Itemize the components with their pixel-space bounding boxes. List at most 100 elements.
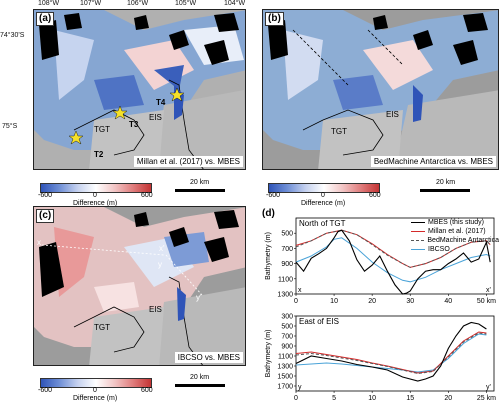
map-panel-a: (a) TGT EIS T2 T3 T4 Millan et al. (2017… <box>33 9 246 170</box>
map-panel-b: (b) TGT EIS BedMachine Antarctica vs. MB… <box>262 9 499 170</box>
y-tick-label: 700 <box>281 246 293 253</box>
legend-label: IBCSO <box>428 246 450 253</box>
legend-item: Millan et al. (2017) <box>411 227 499 236</box>
y-tick-label: 500 <box>281 231 293 238</box>
colorbar-tick: 600 <box>369 192 381 199</box>
colorbar-tick: -600 <box>266 192 281 199</box>
y-tick-label: 1100 <box>278 276 293 283</box>
colorbar-title: Difference (m) <box>73 395 118 402</box>
colorbar-c <box>40 378 152 388</box>
legend-label: MBES (this study) <box>428 219 485 226</box>
y-tick-label: 1100 <box>278 354 293 361</box>
lon-label: 104°W <box>224 0 246 7</box>
map-b-graphic <box>263 10 498 169</box>
profile-start-label: x <box>298 287 302 294</box>
scalebar-label: 20 km <box>436 179 456 186</box>
colorbar-tick: 0 <box>321 192 325 199</box>
panel-caption: IBCSO vs. MBES <box>174 352 243 363</box>
y-tick-label: 500 <box>281 324 293 331</box>
y-tick-label: 700 <box>281 334 293 341</box>
lat-label: 74°30'S <box>0 32 25 39</box>
legend: MBES (this study) Millan et al. (2017) B… <box>411 218 499 254</box>
panel-letter: (a) <box>36 12 55 26</box>
legend-label: BedMachine Antarctica <box>427 237 499 244</box>
xprime-label: x' <box>159 244 165 253</box>
panel-letter: (d) <box>262 208 275 219</box>
y-axis-label: Bathymetry (m) <box>265 330 272 378</box>
y-axis-label: Bathymetry (m) <box>265 232 272 280</box>
eis-label: EIS <box>149 305 162 314</box>
yprime-label: y' <box>196 293 202 302</box>
y-label: y <box>158 260 162 269</box>
chart-title: North of TGT <box>299 219 346 228</box>
series-line-ibcso <box>295 333 487 373</box>
y-tick-label: 300 <box>281 314 293 321</box>
legend-item: MBES (this study) <box>411 218 499 227</box>
profile-end-label: x' <box>486 287 491 294</box>
legend-swatch <box>411 222 425 223</box>
map-c-graphic <box>34 207 245 365</box>
lat-label: 75°S <box>2 123 18 130</box>
chart-title: East of EIS <box>299 317 339 326</box>
colorbar-a <box>40 183 152 193</box>
tgt-label: TGT <box>94 323 110 332</box>
plot-frame <box>295 315 495 392</box>
series-line-mbes <box>295 229 491 295</box>
x-label: x <box>37 238 41 247</box>
x-tick-label: 0 <box>294 395 298 402</box>
legend-swatch <box>411 240 425 241</box>
x-tick-label: 15 <box>406 395 414 402</box>
colorbar-tick: -600 <box>38 387 53 394</box>
legend-item: BedMachine Antarctica <box>411 236 499 245</box>
panel-caption: BedMachine Antarctica vs. MBES <box>370 156 496 167</box>
y-tick-label: 900 <box>281 344 293 351</box>
t3-label: T3 <box>129 120 139 129</box>
lon-label: 107°W <box>80 0 102 7</box>
tgt-label: TGT <box>94 125 110 134</box>
legend-swatch <box>411 249 425 250</box>
colorbar-tick: 600 <box>141 387 153 394</box>
y-tick-label: 1300 <box>277 364 293 371</box>
y-tick-label: 1700 <box>277 384 293 391</box>
x-tick-label: 25 km <box>477 395 496 402</box>
scalebar <box>420 189 470 192</box>
series-line-mbes <box>295 321 487 382</box>
panel-caption: Millan et al. (2017) vs. MBES <box>133 156 243 167</box>
profile-chart-east-of-eis: East of EIS 300 500 700 900 1100 1300 1500 17000… <box>265 314 496 403</box>
x-tick-label: 10 <box>330 298 338 305</box>
x-tick-label: 40 <box>444 298 452 305</box>
t4-label: T4 <box>156 98 166 107</box>
colorbar-title: Difference (m) <box>301 200 346 207</box>
lon-label: 105°W <box>175 0 197 7</box>
colorbar-tick: 0 <box>93 387 97 394</box>
colorbar-title: Difference (m) <box>73 200 118 207</box>
profile-end-label: y' <box>486 384 491 391</box>
plot-frame <box>295 217 495 295</box>
colorbar-tick: -600 <box>38 192 53 199</box>
eis-label: EIS <box>386 110 399 119</box>
panel-letter: (c) <box>36 209 55 223</box>
x-tick-label: 0 <box>294 298 298 305</box>
colorbar-b <box>268 183 380 193</box>
lon-label: 108°W <box>38 0 60 7</box>
colorbar-tick: 0 <box>93 192 97 199</box>
t2-label: T2 <box>94 150 104 159</box>
map-panel-c: (c) TGT EIS x x' y y' IBCSO vs. MBES <box>33 206 246 366</box>
tgt-label: TGT <box>331 127 347 136</box>
x-tick-label: 50 km <box>477 298 496 305</box>
x-tick-label: 5 <box>332 395 336 402</box>
x-tick-label: 20 <box>368 298 376 305</box>
scalebar-label: 20 km <box>190 179 210 186</box>
map-a-graphic <box>34 10 245 169</box>
lon-label: 106°W <box>127 0 149 7</box>
legend-item: IBCSO <box>411 245 499 254</box>
profile-start-label: y <box>298 384 302 391</box>
y-tick-label: 900 <box>281 261 293 268</box>
y-tick-label: 1300 <box>277 292 293 299</box>
series-line-bedmachine <box>295 332 487 375</box>
y-tick-label: 1500 <box>277 374 293 381</box>
x-tick-label: 20 <box>444 395 452 402</box>
scalebar <box>175 189 225 192</box>
x-tick-label: 30 <box>406 298 414 305</box>
